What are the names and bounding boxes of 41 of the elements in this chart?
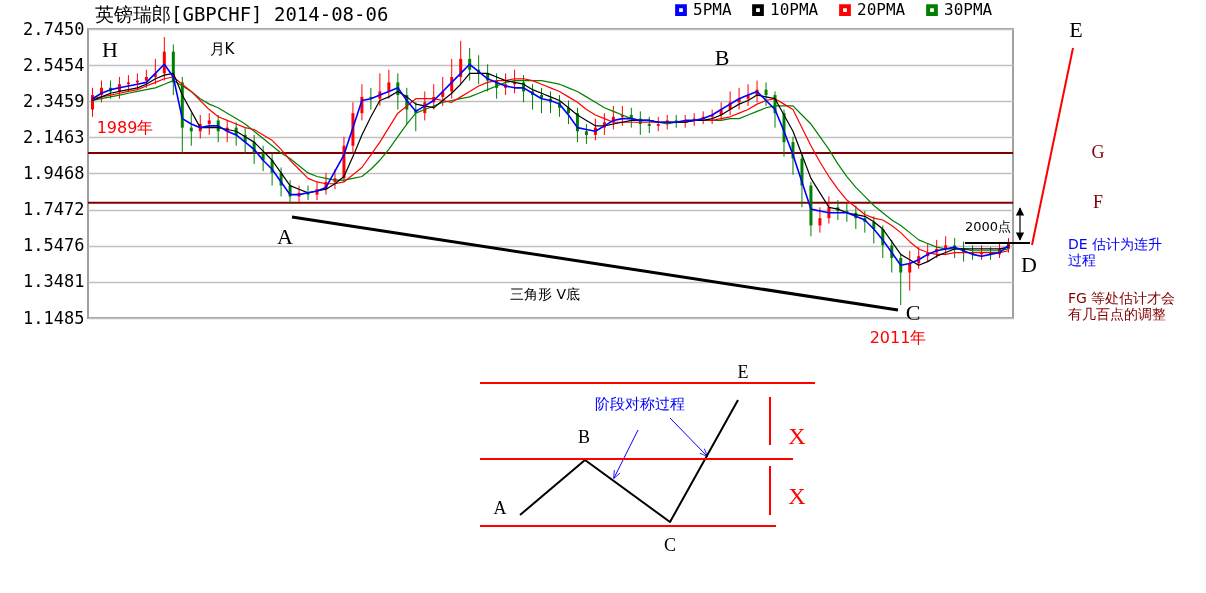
candlestick bbox=[746, 83, 750, 107]
chart-title: 英镑瑞郎[GBPCHF] 2014-08-06 bbox=[95, 2, 389, 27]
text: DE 估计为连升过程 bbox=[1068, 236, 1164, 269]
candlestick bbox=[818, 206, 822, 234]
text: 阶段对称过程 bbox=[595, 395, 685, 414]
text: 2011年 bbox=[869, 327, 927, 348]
y-tick-label: 2.5454 bbox=[23, 54, 85, 75]
text: C bbox=[663, 534, 677, 556]
legend-label: 10PMA bbox=[770, 0, 819, 20]
legend-label: 5PMA bbox=[693, 0, 732, 20]
candlestick bbox=[207, 112, 211, 136]
y-tick-label: 2.3459 bbox=[23, 90, 85, 111]
candlestick bbox=[387, 69, 391, 100]
y-tick-label: 1.1485 bbox=[23, 307, 85, 328]
y-tick-label: 1.9468 bbox=[23, 162, 85, 183]
y-tick-label: 2.1463 bbox=[23, 126, 85, 147]
annotation: B bbox=[714, 45, 730, 71]
ref-line-label: G bbox=[1091, 142, 1105, 162]
annotation: 2000点 bbox=[964, 218, 1012, 235]
y-tick-label: 1.7472 bbox=[23, 199, 85, 220]
legend-label: 20PMA bbox=[857, 0, 906, 20]
y-tick-label: 1.3481 bbox=[23, 271, 85, 292]
text: E bbox=[1069, 17, 1083, 43]
text: X bbox=[788, 423, 806, 451]
ref-line-label: F bbox=[1092, 191, 1104, 212]
text: B bbox=[577, 426, 591, 448]
y-tick-label: 1.5476 bbox=[23, 235, 85, 256]
candlestick bbox=[584, 123, 588, 145]
annotation: 1989年 bbox=[96, 117, 154, 138]
annotation: H bbox=[102, 37, 118, 63]
annotation: C bbox=[905, 300, 921, 326]
annotation: 月K bbox=[209, 40, 235, 59]
text: E bbox=[737, 361, 749, 383]
annotation: A bbox=[277, 224, 293, 250]
legend-label: 30PMA bbox=[944, 0, 993, 20]
text: D bbox=[1021, 252, 1037, 278]
text: A bbox=[493, 497, 507, 519]
text: X bbox=[788, 483, 806, 511]
y-tick-label: 2.7450 bbox=[23, 18, 85, 39]
text: FG 等处估计才会有几百点的调整 bbox=[1068, 290, 1177, 323]
annotation: 三角形 V底 bbox=[509, 285, 581, 303]
